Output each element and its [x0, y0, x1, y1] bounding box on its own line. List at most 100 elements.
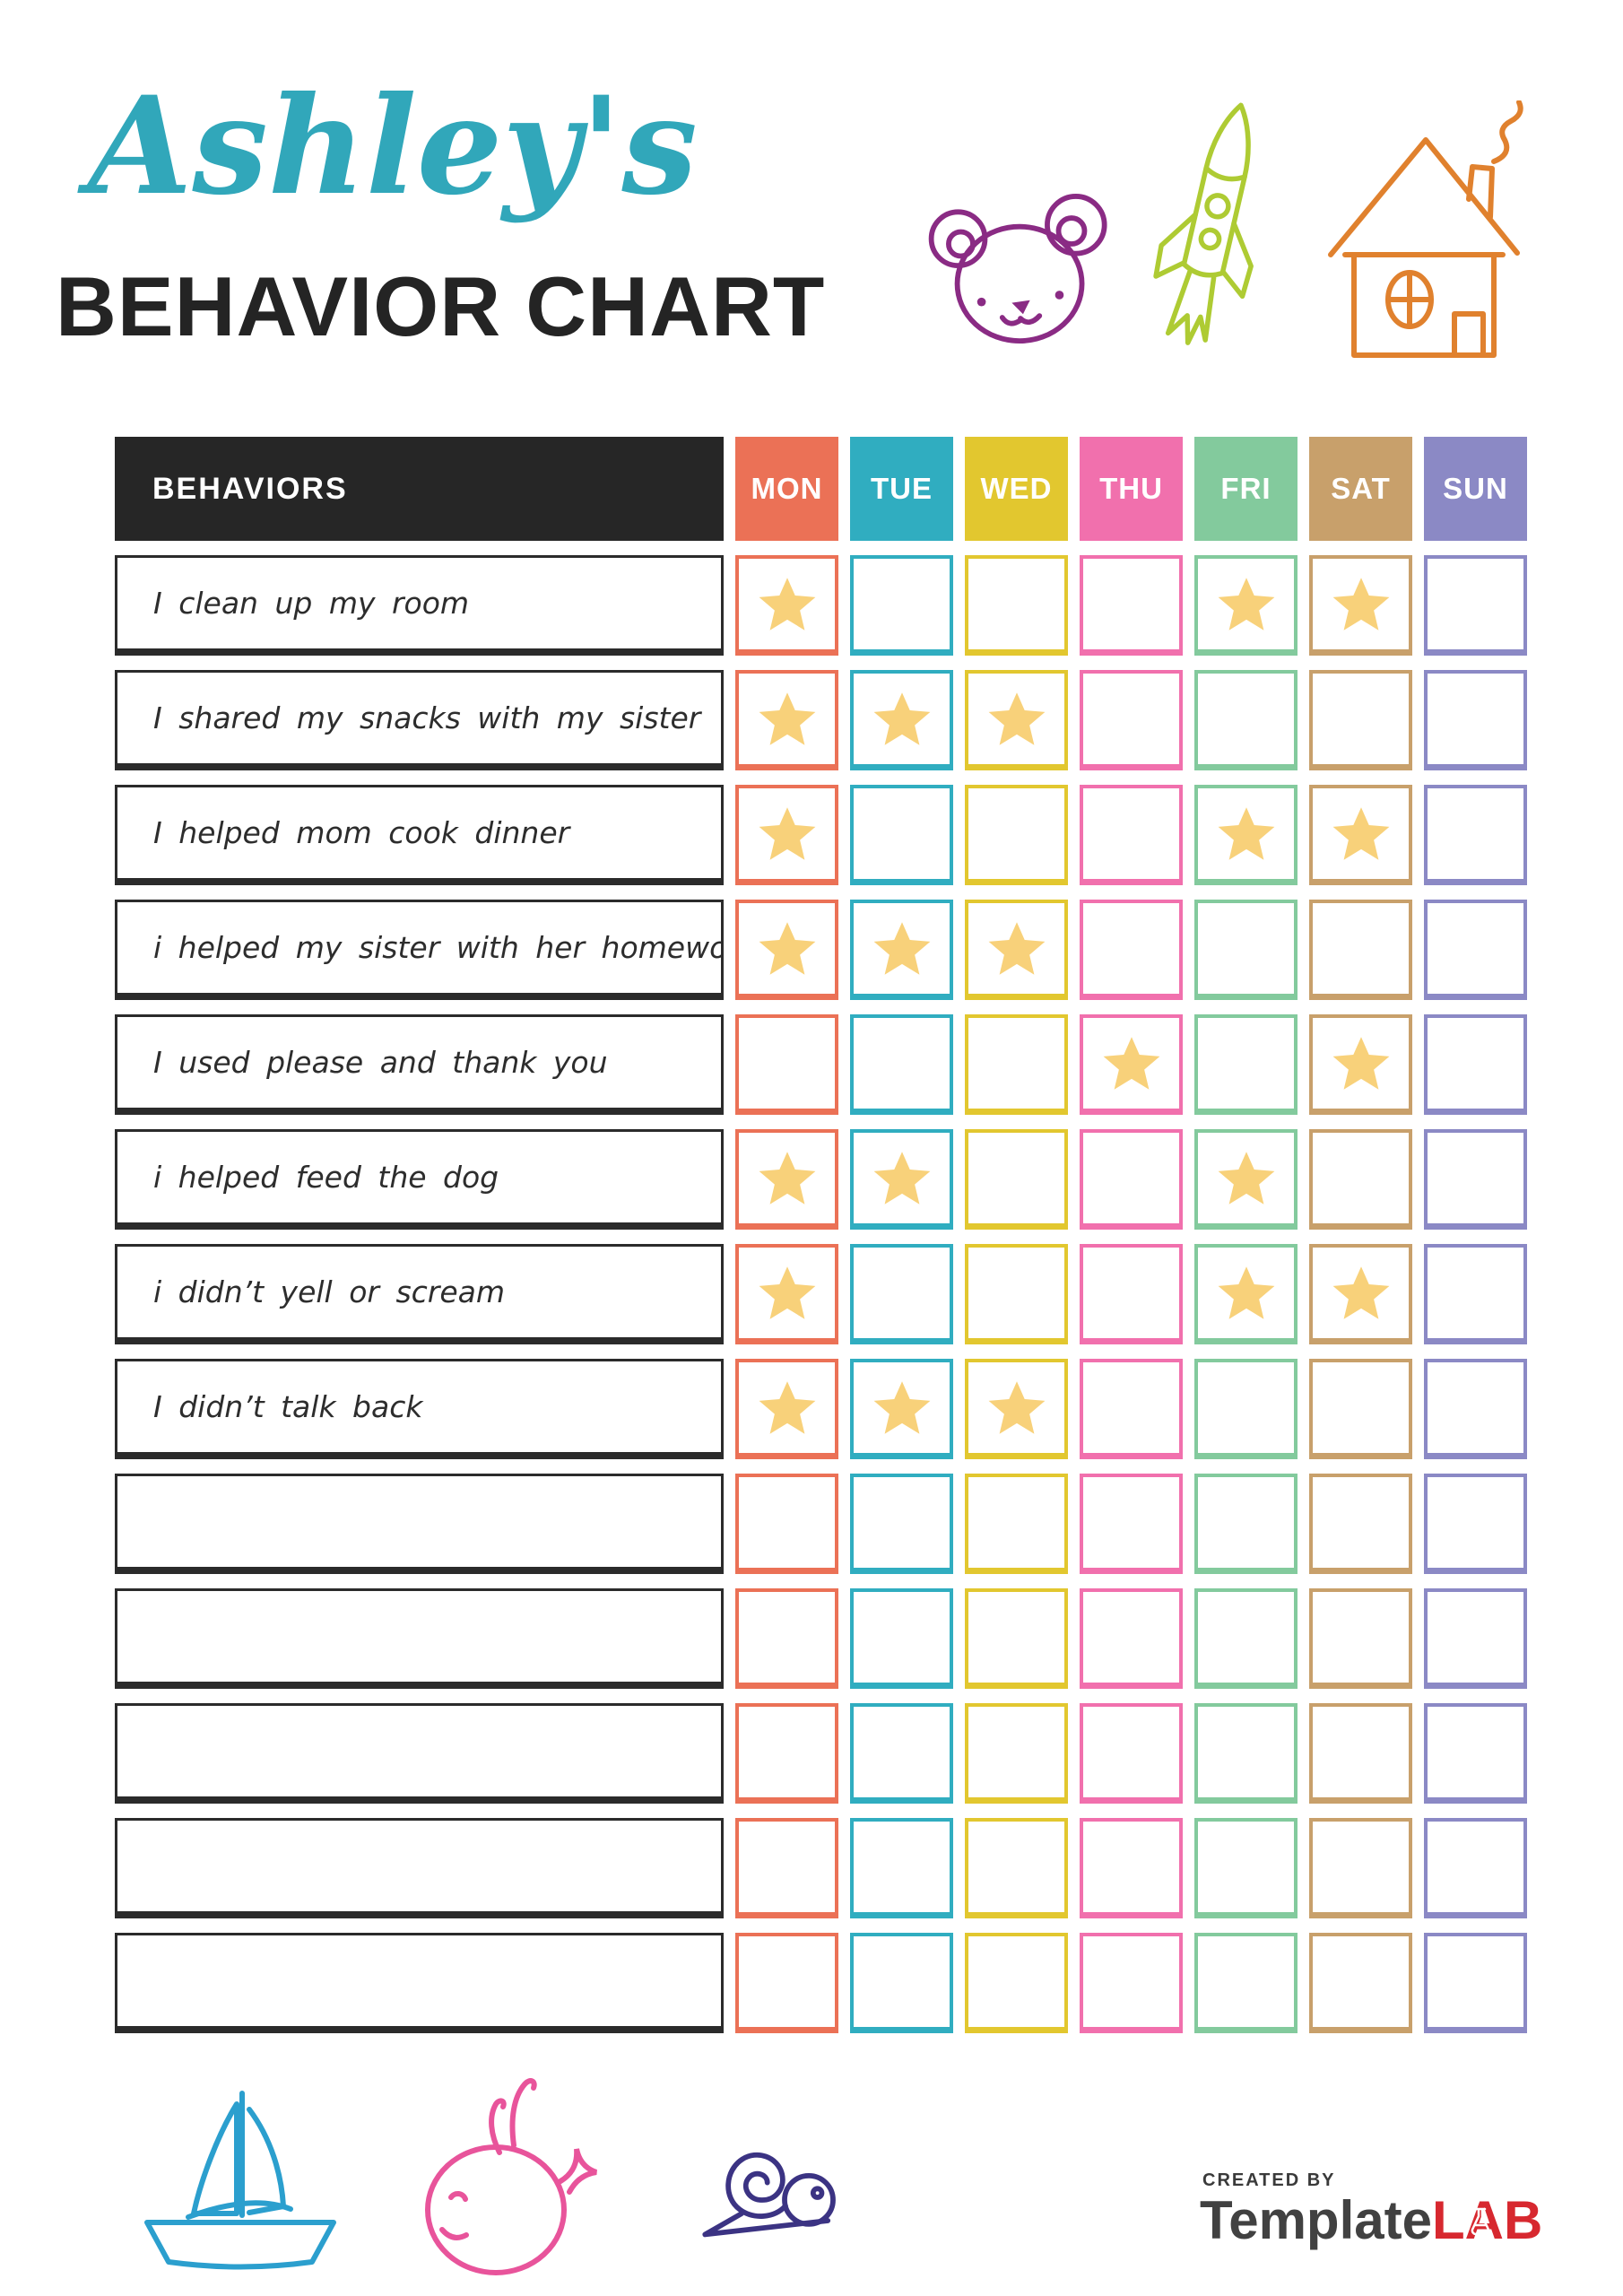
day-cell-sun: [1424, 1359, 1527, 1459]
day-cell-wed: [965, 1244, 1068, 1344]
day-cell-mon: [735, 1244, 838, 1344]
behavior-label: [115, 1818, 724, 1918]
star-icon: [1103, 1036, 1159, 1090]
star-icon: [759, 1151, 815, 1205]
day-cell-sat: [1309, 900, 1412, 1000]
day-cell-wed: [965, 1818, 1068, 1918]
day-cell-thu: [1080, 1014, 1183, 1115]
day-cell-fri: [1194, 785, 1298, 885]
house-icon: [1318, 100, 1533, 370]
behavior-label: i helped my sister with her homework: [115, 900, 724, 1000]
day-cell-fri: [1194, 1129, 1298, 1230]
behavior-label: I used please and thank you: [115, 1014, 724, 1115]
snail-icon: [653, 2124, 868, 2245]
day-cell-tue: [850, 1129, 953, 1230]
day-cell-fri: [1194, 1014, 1298, 1115]
day-cell-thu: [1080, 785, 1183, 885]
day-cell-tue: [850, 1244, 953, 1344]
day-header-fri: FRI: [1194, 437, 1298, 541]
behavior-label: i didn’t yell or scream: [115, 1244, 724, 1344]
day-cell-fri: [1194, 555, 1298, 656]
day-cell-wed: [965, 785, 1068, 885]
day-cell-mon: [735, 1933, 838, 2033]
day-header-sat: SAT: [1309, 437, 1412, 541]
day-cell-tue: [850, 785, 953, 885]
day-header-mon: MON: [735, 437, 838, 541]
day-cell-sat: [1309, 1014, 1412, 1115]
day-cell-sat: [1309, 1359, 1412, 1459]
day-cell-sun: [1424, 670, 1527, 770]
day-cell-thu: [1080, 670, 1183, 770]
star-icon: [1218, 1265, 1274, 1319]
behavior-label: [115, 1703, 724, 1804]
day-cell-sun: [1424, 1129, 1527, 1230]
star-icon: [1218, 806, 1274, 860]
star-icon: [873, 1151, 930, 1205]
day-cell-thu: [1080, 555, 1183, 656]
behavior-label: [115, 1588, 724, 1689]
day-cell-sat: [1309, 1933, 1412, 2033]
star-icon: [759, 1380, 815, 1434]
day-cell-mon: [735, 670, 838, 770]
day-cell-sat: [1309, 1703, 1412, 1804]
day-cell-mon: [735, 555, 838, 656]
day-cell-mon: [735, 785, 838, 885]
whale-icon: [399, 2063, 614, 2278]
star-icon: [988, 1380, 1045, 1434]
day-cell-wed: [965, 670, 1068, 770]
day-cell-wed: [965, 1703, 1068, 1804]
day-cell-tue: [850, 1359, 953, 1459]
star-icon: [1332, 1265, 1389, 1319]
day-cell-mon: [735, 1703, 838, 1804]
day-cell-sat: [1309, 555, 1412, 656]
day-cell-sat: [1309, 1818, 1412, 1918]
day-header-tue: TUE: [850, 437, 953, 541]
star-icon: [873, 1380, 930, 1434]
day-cell-tue: [850, 1933, 953, 2033]
star-icon: [759, 921, 815, 975]
day-cell-mon: [735, 1818, 838, 1918]
day-cell-thu: [1080, 1933, 1183, 2033]
day-cell-wed: [965, 900, 1068, 1000]
behavior-label: [115, 1474, 724, 1574]
brand-name: Template: [1200, 2190, 1432, 2250]
day-cell-fri: [1194, 900, 1298, 1000]
star-icon: [759, 806, 815, 860]
day-cell-thu: [1080, 1129, 1183, 1230]
day-cell-tue: [850, 1818, 953, 1918]
day-cell-tue: [850, 1588, 953, 1689]
day-cell-sun: [1424, 900, 1527, 1000]
page-title: BEHAVIOR CHART: [56, 259, 826, 353]
day-cell-sat: [1309, 785, 1412, 885]
flask-icon: [1471, 2207, 1490, 2236]
behavior-label: i helped feed the dog: [115, 1129, 724, 1230]
day-cell-tue: [850, 555, 953, 656]
day-cell-mon: [735, 1129, 838, 1230]
day-cell-mon: [735, 1359, 838, 1459]
star-icon: [759, 691, 815, 745]
day-cell-fri: [1194, 1703, 1298, 1804]
day-cell-fri: [1194, 1818, 1298, 1918]
day-cell-sun: [1424, 1933, 1527, 2033]
star-icon: [1332, 1036, 1389, 1090]
behavior-label: [115, 1933, 724, 2033]
day-cell-thu: [1080, 1818, 1183, 1918]
day-cell-thu: [1080, 1703, 1183, 1804]
behavior-label: I didn’t talk back: [115, 1359, 724, 1459]
day-cell-sat: [1309, 1588, 1412, 1689]
star-icon: [759, 577, 815, 631]
teddy-bear-icon: [922, 187, 1121, 352]
day-cell-mon: [735, 1014, 838, 1115]
day-cell-sun: [1424, 1014, 1527, 1115]
day-cell-wed: [965, 1588, 1068, 1689]
star-icon: [1332, 577, 1389, 631]
star-icon: [1332, 806, 1389, 860]
star-icon: [988, 921, 1045, 975]
day-cell-sat: [1309, 1244, 1412, 1344]
day-cell-fri: [1194, 1588, 1298, 1689]
behavior-table: BEHAVIORS MON TUE WED THU FRI SAT SUN I clean u…: [115, 437, 1527, 2033]
day-cell-sun: [1424, 1588, 1527, 1689]
day-cell-wed: [965, 1933, 1068, 2033]
day-cell-tue: [850, 1703, 953, 1804]
day-cell-mon: [735, 1474, 838, 1574]
